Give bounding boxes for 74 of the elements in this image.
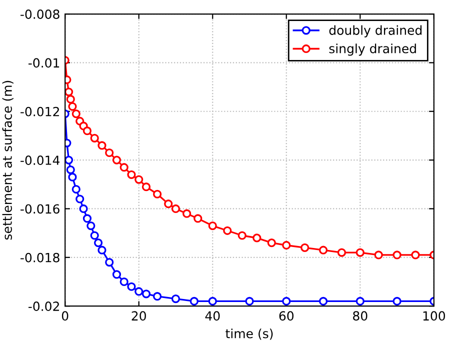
- point: [374, 250, 383, 260]
- y-tick-label: -0.012: [20, 106, 59, 116]
- x-tick-label: 80: [353, 311, 368, 321]
- point: [65, 88, 74, 96]
- point: [68, 172, 77, 182]
- point: [267, 238, 276, 248]
- point: [392, 250, 402, 260]
- point: [282, 240, 291, 250]
- point: [171, 294, 180, 304]
- point: [127, 170, 136, 179]
- point: [182, 209, 192, 218]
- y-tick-label: -0.016: [20, 204, 60, 214]
- point: [282, 296, 291, 306]
- point: [223, 226, 232, 235]
- point: [66, 165, 75, 174]
- x-axis-title: time (s): [226, 328, 273, 340]
- point: [98, 141, 106, 150]
- point: [98, 246, 106, 254]
- point: [392, 296, 402, 306]
- point: [152, 190, 162, 198]
- point: [152, 292, 162, 301]
- point: [112, 270, 122, 279]
- point: [127, 282, 136, 291]
- point: [120, 277, 128, 286]
- point: [190, 296, 198, 306]
- point: [120, 163, 128, 172]
- x-tick-label: 60: [279, 311, 294, 321]
- point: [65, 156, 74, 164]
- point: [134, 287, 144, 296]
- y-axis-title: settlement at surface (m): [2, 80, 14, 240]
- point: [194, 214, 202, 223]
- y-tick-label: -0.01: [28, 58, 60, 68]
- point: [300, 243, 310, 252]
- point: [142, 182, 151, 192]
- point: [82, 214, 92, 223]
- y-tick-label: -0.008: [20, 9, 60, 19]
- point: [164, 200, 173, 208]
- point: [105, 258, 114, 267]
- point: [208, 221, 217, 230]
- point: [112, 156, 122, 164]
- legend-label: doubly drained: [329, 25, 422, 38]
- x-tick-label: 0: [62, 311, 68, 321]
- y-tick-label: -0.014: [20, 156, 60, 165]
- point: [94, 238, 103, 248]
- point: [238, 231, 246, 240]
- point: [208, 296, 217, 306]
- point: [68, 102, 77, 111]
- point: [82, 126, 92, 136]
- point: [356, 296, 364, 306]
- point: [86, 221, 96, 230]
- point: [79, 204, 88, 214]
- point: [411, 250, 420, 260]
- y-tick-label: -0.02: [28, 302, 59, 312]
- point: [90, 231, 99, 240]
- y-tick-label: -0.018: [20, 252, 60, 262]
- point: [252, 234, 262, 242]
- point: [318, 246, 328, 254]
- point: [105, 148, 114, 158]
- legend-label: singly drained: [329, 44, 416, 56]
- x-tick-label: 40: [205, 311, 220, 321]
- point: [356, 248, 364, 257]
- point: [245, 296, 254, 306]
- point: [72, 110, 80, 118]
- point: [134, 175, 144, 184]
- point: [72, 184, 80, 194]
- point: [337, 248, 346, 257]
- point: [76, 194, 84, 204]
- point: [142, 290, 151, 298]
- point: [318, 296, 328, 306]
- point: [90, 134, 99, 142]
- point: [171, 204, 180, 214]
- point: [66, 94, 75, 104]
- x-tick-label: 20: [132, 311, 146, 321]
- x-tick-label: 100: [423, 311, 446, 321]
